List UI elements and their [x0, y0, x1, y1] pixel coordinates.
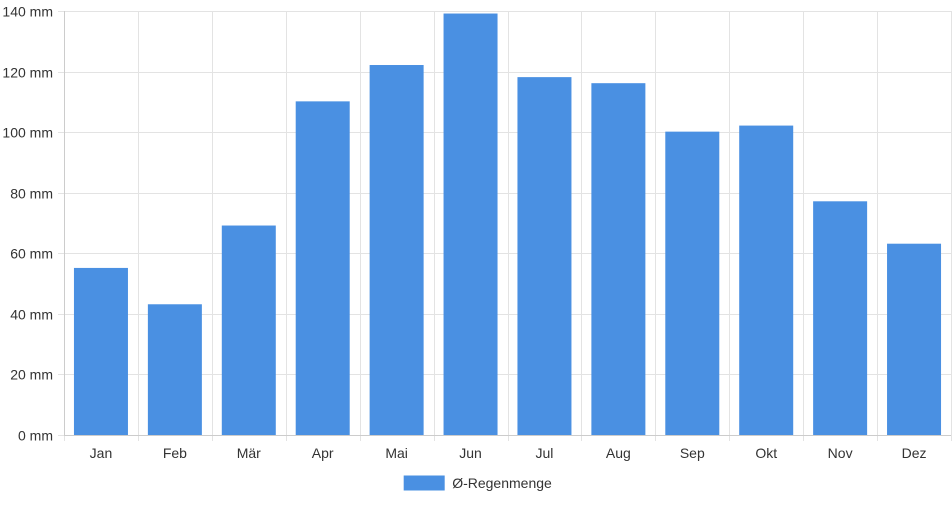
x-tick-label: Aug: [606, 445, 631, 461]
x-tick-label: Jan: [90, 445, 113, 461]
bar-dez[interactable]: [887, 243, 942, 436]
y-tick-label: 100 mm: [2, 125, 53, 141]
y-tick-label: 120 mm: [2, 65, 53, 81]
bar-nov[interactable]: [813, 201, 868, 436]
x-tick-label: Dez: [902, 445, 927, 461]
x-tick-label: Jun: [459, 445, 482, 461]
bar-apr[interactable]: [295, 101, 350, 436]
axes: [64, 11, 951, 436]
bar-jun[interactable]: [443, 13, 498, 436]
y-tick-label: 0 mm: [18, 428, 53, 444]
x-tick-label: Jul: [536, 445, 554, 461]
y-tick-label: 140 mm: [2, 4, 53, 20]
grid-lines: [58, 11, 952, 441]
y-tick-labels: 0 mm 20 mm 40 mm 60 mm 80 mm 100 mm 120 mm 140 …: [2, 4, 53, 444]
bar-okt[interactable]: [739, 125, 794, 436]
x-tick-label: Mär: [237, 445, 261, 461]
y-tick-label: 20 mm: [10, 367, 53, 383]
x-tick-label: Okt: [755, 445, 777, 461]
bars: [73, 13, 942, 436]
y-tick-label: 60 mm: [10, 246, 53, 262]
y-tick-label: 80 mm: [10, 186, 53, 202]
bar-aug[interactable]: [591, 83, 646, 436]
y-tick-label: 40 mm: [10, 307, 53, 323]
x-tick-label: Apr: [312, 445, 334, 461]
legend-swatch[interactable]: [403, 475, 445, 491]
bar-feb[interactable]: [147, 304, 202, 436]
bar-mär[interactable]: [221, 225, 276, 436]
x-tick-labels: Jan Feb Mär Apr Mai Jun Jul Aug Sep Okt Nov Dez: [90, 445, 927, 461]
bar-mai[interactable]: [369, 65, 424, 436]
bar-sep[interactable]: [665, 131, 720, 436]
legend-label[interactable]: Ø-Regenmenge: [452, 475, 552, 491]
bar-jan[interactable]: [73, 267, 128, 436]
x-tick-label: Sep: [680, 445, 705, 461]
x-tick-label: Feb: [163, 445, 187, 461]
x-tick-label: Mai: [385, 445, 408, 461]
bar-jul[interactable]: [517, 77, 572, 436]
legend[interactable]: Ø-Regenmenge: [403, 475, 552, 491]
x-tick-label: Nov: [828, 445, 853, 461]
